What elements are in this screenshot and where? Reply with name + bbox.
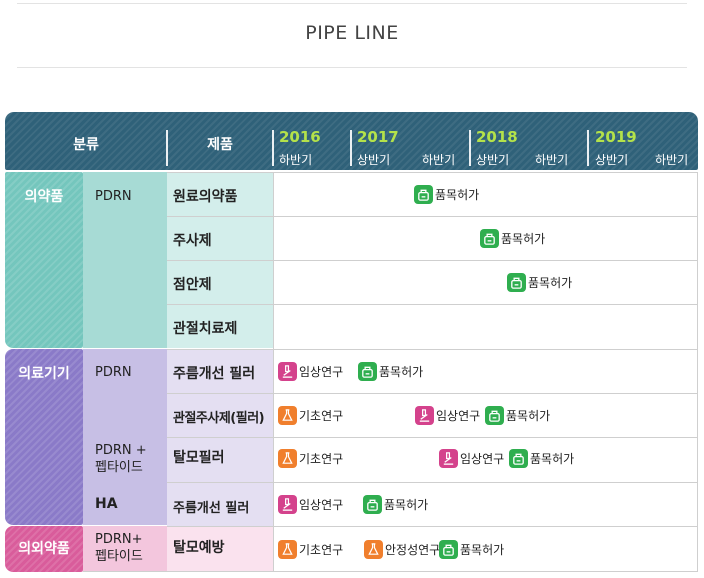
sub-category: PDRN bbox=[83, 349, 167, 437]
badge-label: 품목허가 bbox=[460, 543, 505, 557]
license-icon bbox=[439, 540, 458, 559]
badge-license: 품목허가 bbox=[439, 540, 504, 559]
sub-category: HA bbox=[83, 482, 167, 525]
sub-category: PDRN + 펩타이드 bbox=[83, 437, 167, 482]
badge-research: 기초연구 bbox=[278, 449, 343, 468]
product-cell: 관절주사제(필러) bbox=[167, 393, 273, 437]
half-label: 상반기 bbox=[595, 153, 629, 167]
product-cell: 주사제 bbox=[167, 216, 273, 260]
year-2017: 2017 bbox=[357, 128, 399, 146]
flask-icon bbox=[278, 406, 297, 425]
badge-label: 품목허가 bbox=[530, 452, 575, 466]
badge-research: 기초연구 bbox=[278, 406, 343, 425]
badge-label: 품목허가 bbox=[506, 409, 551, 423]
timeline-row: 기초연구 임상연구 품목허가 bbox=[273, 437, 698, 482]
badge-label: 품목허가 bbox=[528, 276, 573, 290]
timeline-row: 품목허가 bbox=[273, 172, 698, 216]
year-2018: 2018 bbox=[476, 128, 518, 146]
header-divider bbox=[166, 130, 168, 166]
half-label: 하반기 bbox=[422, 153, 456, 167]
timeline-row: 임상연구 품목허가 bbox=[273, 349, 698, 393]
microscope-icon bbox=[278, 495, 297, 514]
badge-research: 안정성연구 bbox=[364, 540, 440, 559]
badge-license: 품목허가 bbox=[358, 362, 423, 381]
microscope-icon bbox=[278, 362, 297, 381]
header-product: 제품 bbox=[207, 137, 233, 153]
license-icon bbox=[480, 229, 499, 248]
timeline-row: 기초연구 안정성연구 품목허가 bbox=[273, 526, 698, 572]
license-icon bbox=[509, 449, 528, 468]
flask-icon bbox=[278, 449, 297, 468]
header-divider bbox=[350, 130, 352, 166]
badge-license: 품목허가 bbox=[507, 273, 572, 292]
half-label: 하반기 bbox=[535, 153, 569, 167]
badge-label: 품목허가 bbox=[379, 365, 424, 379]
license-icon bbox=[358, 362, 377, 381]
badge-clinical: 임상연구 bbox=[439, 449, 504, 468]
badge-license: 품목허가 bbox=[480, 229, 545, 248]
header-divider bbox=[469, 130, 471, 166]
badge-clinical: 임상연구 bbox=[278, 495, 343, 514]
timeline-row: 임상연구 품목허가 bbox=[273, 482, 698, 526]
sub-category: PDRN bbox=[83, 172, 167, 348]
badge-label: 안정성연구 bbox=[385, 543, 441, 557]
pipeline-table: 분류 제품 2016 2017 2018 2019 하반기 상반기 하반기 상반… bbox=[5, 112, 698, 572]
year-2016: 2016 bbox=[279, 128, 321, 146]
badge-clinical: 임상연구 bbox=[415, 406, 480, 425]
badge-label: 임상연구 bbox=[436, 409, 481, 423]
timeline-row: 기초연구 임상연구 품목허가 bbox=[273, 393, 698, 437]
header-divider bbox=[272, 130, 274, 166]
badge-research: 기초연구 bbox=[278, 540, 343, 559]
badge-label: 기초연구 bbox=[299, 543, 344, 557]
badge-license: 품목허가 bbox=[363, 495, 428, 514]
title-divider bbox=[17, 67, 687, 68]
badge-label: 임상연구 bbox=[299, 498, 344, 512]
badge-license: 품목허가 bbox=[414, 185, 479, 204]
product-cell: 점안제 bbox=[167, 260, 273, 304]
badge-label: 기초연구 bbox=[299, 409, 344, 423]
microscope-icon bbox=[439, 449, 458, 468]
group-pharma: 의약품 bbox=[5, 172, 83, 348]
badge-license: 품목허가 bbox=[509, 449, 574, 468]
flask-icon bbox=[364, 540, 383, 559]
product-cell: 탈모필러 bbox=[167, 437, 273, 482]
group-medical-device: 의료기기 bbox=[5, 349, 83, 525]
license-icon bbox=[485, 406, 504, 425]
product-cell: 주름개선 필러 bbox=[167, 349, 273, 393]
timeline-row: 품목허가 bbox=[273, 260, 698, 304]
half-label: 상반기 bbox=[476, 153, 510, 167]
table-bottom-border bbox=[83, 571, 698, 572]
license-icon bbox=[507, 273, 526, 292]
half-label: 하반기 bbox=[279, 153, 313, 167]
header-divider bbox=[587, 130, 589, 166]
license-icon bbox=[414, 185, 433, 204]
badge-label: 기초연구 bbox=[299, 452, 344, 466]
badge-label: 품목허가 bbox=[501, 232, 546, 246]
half-label: 하반기 bbox=[655, 153, 689, 167]
top-divider bbox=[17, 3, 687, 4]
half-label: 상반기 bbox=[357, 153, 391, 167]
sub-category: PDRN+ 펩타이드 bbox=[83, 526, 167, 572]
group-quasi-drug: 의외약품 bbox=[5, 526, 83, 572]
flask-icon bbox=[278, 540, 297, 559]
badge-label: 품목허가 bbox=[384, 498, 429, 512]
header-category: 분류 bbox=[73, 137, 99, 153]
badge-label: 품목허가 bbox=[435, 188, 480, 202]
microscope-icon bbox=[415, 406, 434, 425]
timeline-row bbox=[273, 304, 698, 349]
badge-label: 임상연구 bbox=[299, 365, 344, 379]
page-title: PIPE LINE bbox=[305, 22, 399, 44]
product-cell: 주름개선 필러 bbox=[167, 482, 273, 526]
year-2019: 2019 bbox=[595, 128, 637, 146]
timeline-row: 품목허가 bbox=[273, 216, 698, 260]
product-cell: 원료의약품 bbox=[167, 172, 273, 216]
badge-clinical: 임상연구 bbox=[278, 362, 343, 381]
table-header: 분류 제품 2016 2017 2018 2019 하반기 상반기 하반기 상반… bbox=[5, 112, 698, 170]
product-cell: 관절치료제 bbox=[167, 304, 273, 348]
badge-label: 임상연구 bbox=[460, 452, 505, 466]
badge-license: 품목허가 bbox=[485, 406, 550, 425]
license-icon bbox=[363, 495, 382, 514]
product-cell: 탈모예방 bbox=[167, 526, 273, 572]
